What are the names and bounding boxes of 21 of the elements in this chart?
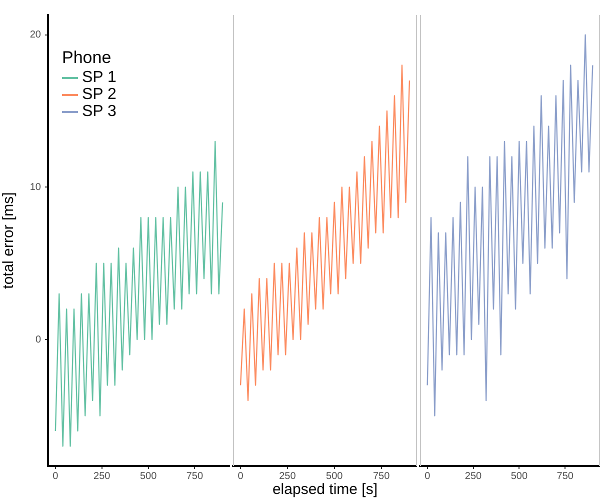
legend-label: SP 3 <box>82 103 116 120</box>
x-tick-label: 250 <box>464 470 482 482</box>
x-tick-label: 750 <box>556 470 574 482</box>
x-tick-label: 250 <box>94 470 111 482</box>
x-tick-label: 250 <box>279 470 296 482</box>
legend-label: SP 2 <box>82 86 116 103</box>
x-tick-label: 500 <box>510 470 528 482</box>
legend-title: Phone <box>62 48 112 68</box>
x-tick-label: 0 <box>52 470 59 482</box>
y-tick-label: 0 <box>35 334 42 346</box>
x-tick-label: 0 <box>238 470 244 482</box>
x-tick-label: 500 <box>326 470 344 482</box>
x-tick-label: 0 <box>424 470 431 482</box>
y-axis-title: total error [ms] <box>0 192 18 289</box>
x-tick-label: 750 <box>186 470 204 482</box>
legend-label: SP 1 <box>82 69 116 86</box>
x-tick-label: 750 <box>372 470 390 482</box>
x-tick-label: 500 <box>140 470 158 482</box>
x-axis-title: elapsed time [s] <box>272 481 378 498</box>
y-tick-label: 10 <box>30 182 42 193</box>
y-tick-label: 20 <box>30 30 42 41</box>
